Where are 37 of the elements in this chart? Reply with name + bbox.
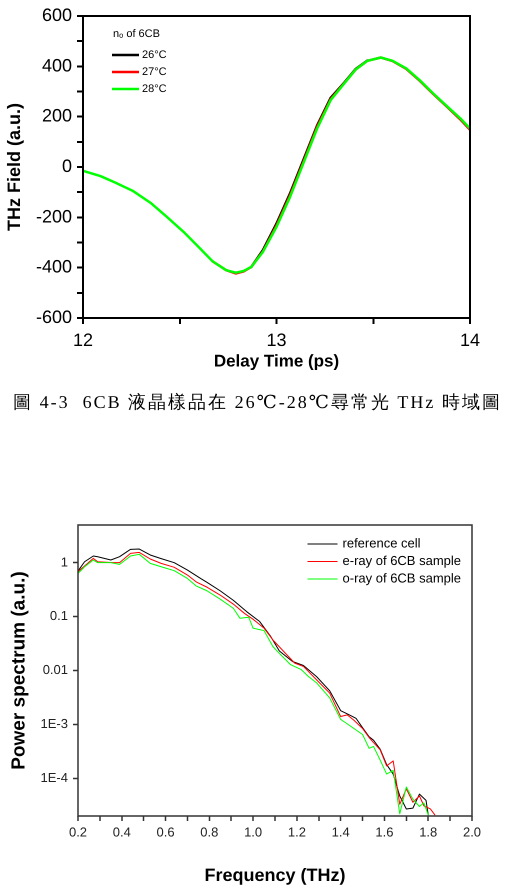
legend-label: e-ray of 6CB sample — [342, 553, 462, 568]
legend-title: nₒ of 6CB — [113, 28, 160, 40]
x-tick-label: 0.4 — [112, 824, 131, 840]
y-axis-title: Power spectrum (a.u.) — [8, 571, 30, 770]
y-tick-label: 1 — [60, 554, 68, 570]
legend-label: 26°C — [142, 49, 167, 62]
x-axis-title: Frequency (THz) — [204, 865, 346, 886]
x-tick-label: 0.2 — [68, 824, 88, 840]
y-tick-label: 200 — [42, 106, 72, 126]
y-tick-label: 0.01 — [42, 662, 68, 678]
x-tick-label: 1.8 — [419, 824, 438, 840]
y-axis-title: THz Field (a.u.) — [4, 103, 24, 231]
y-tick-label: 1E-3 — [40, 716, 68, 731]
y-tick-label: 0.1 — [50, 608, 68, 624]
x-axis-title: Delay Time (ps) — [214, 351, 340, 370]
x-tick-label: 1.4 — [332, 824, 350, 840]
x-tick-label: 1.0 — [244, 824, 262, 840]
y-tick-label: 1E-4 — [40, 770, 68, 785]
x-tick-label: 0.8 — [200, 824, 218, 840]
legend-label: 27°C — [142, 66, 167, 78]
y-tick-label: 400 — [42, 55, 72, 76]
x-tick-label: 2.0 — [462, 824, 482, 840]
x-tick-label: 12 — [72, 330, 94, 350]
caption: 圖 4-3 6CB 液晶樣品在 26℃-28℃尋常光 THz 時域圖 — [12, 391, 503, 414]
x-tick-label: 1.2 — [288, 824, 306, 840]
y-tick-label: -200 — [36, 206, 72, 226]
y-tick-label: 600 — [42, 4, 72, 25]
y-tick-label: -600 — [36, 306, 72, 327]
y-tick-label: -400 — [36, 256, 72, 277]
legend-label: o-ray of 6CB sample — [342, 570, 462, 586]
x-tick-label: 0.6 — [156, 824, 175, 840]
legend-label: reference cell — [342, 536, 421, 551]
x-tick-label: 1.6 — [375, 824, 394, 840]
y-tick-label: 0 — [62, 156, 72, 176]
legend-label: 28°C — [142, 83, 167, 96]
x-tick-label: 13 — [266, 330, 287, 350]
x-tick-label: 14 — [460, 330, 480, 350]
